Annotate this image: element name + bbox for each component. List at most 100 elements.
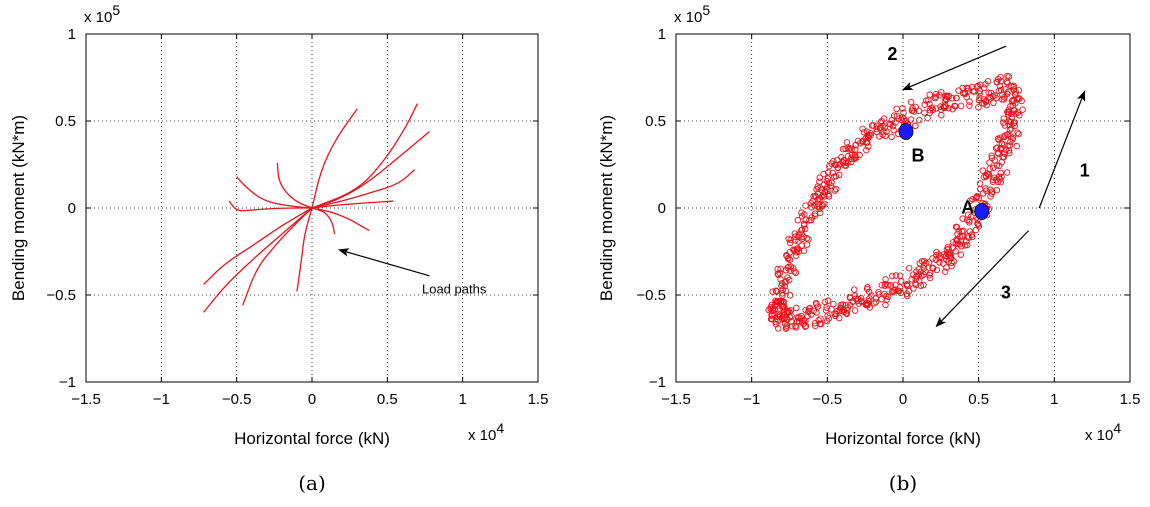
panel-b-scatter-point xyxy=(782,278,790,285)
panel-b-scatter-point xyxy=(798,212,806,220)
panel-b-scatter-point xyxy=(1010,119,1018,127)
panel-b-scatter-point xyxy=(942,252,950,260)
panel-b-scatter-point xyxy=(773,300,780,308)
panel-a-x-axis-label: Horizontal force (kN) xyxy=(234,429,390,448)
panel-b-scatter-point xyxy=(973,83,981,91)
panel-b-scatter-point xyxy=(989,178,997,185)
panel-b-scatter-point xyxy=(824,312,831,319)
panel-b-scatter-point xyxy=(803,241,811,248)
panel-b-scatter-point xyxy=(897,278,905,285)
panel-b-scatter-point xyxy=(820,191,827,198)
panel-b-scatter-point xyxy=(840,308,848,316)
panel-b-scatter-point xyxy=(991,174,998,181)
panel-a-load-path-10 xyxy=(311,169,415,209)
panel-b-scatter-point xyxy=(961,242,969,249)
panel-b-scatter-point xyxy=(832,185,840,193)
panel-b-scatter-point xyxy=(988,190,996,197)
panel-b-scatter-point xyxy=(998,144,1005,152)
panel-b-scatter-point xyxy=(786,256,794,264)
panel-a-plot-area: Load paths xyxy=(203,103,487,313)
panel-b-point-label-b: B xyxy=(912,145,925,165)
panel-b-scatter-point xyxy=(994,135,1002,142)
panel-b-scatter-point xyxy=(879,122,887,130)
panel-b-scatter-point xyxy=(986,165,994,173)
panel-b-scatter-point xyxy=(887,282,895,289)
panel-b-scatter-point xyxy=(932,93,940,101)
panel-b-scatter-point xyxy=(769,307,777,314)
panel-b-scatter-point xyxy=(985,89,992,97)
panel-b-scatter-point xyxy=(875,291,883,298)
panel-b-grid xyxy=(676,34,1130,382)
panel-b-scatter-point xyxy=(993,78,1000,86)
panel-b-scatter-point xyxy=(903,292,911,300)
panel-a-x-tick-label: −1 xyxy=(153,391,170,408)
panel-a-y-multiplier: x 105 xyxy=(84,2,120,26)
panel-b-scatter-point xyxy=(980,96,988,103)
panel-b-scatter-point xyxy=(960,227,967,235)
panel-b-scatter-point xyxy=(911,122,919,130)
panel-a-load-path-12 xyxy=(311,200,394,209)
panel-a-caption: (a) xyxy=(298,471,326,495)
panel-b-scatter-point xyxy=(803,234,810,242)
panel-b-scatter-point xyxy=(773,288,780,295)
panel-b-scatter-point xyxy=(1006,121,1013,129)
panel-b-scatter-point xyxy=(933,266,941,274)
panel-b-scatter-point xyxy=(802,306,809,314)
panel-b-scatter-point xyxy=(883,128,890,135)
panel-b-scatter-point xyxy=(1014,109,1022,116)
panel-b-point-a xyxy=(974,203,990,220)
panel-b-scatter-point xyxy=(787,318,795,325)
panel-b-scatter-point xyxy=(903,281,910,289)
panel-b-scatter-point xyxy=(787,236,794,244)
panel-b-scatter-point xyxy=(997,73,1004,81)
panel-b-scatter-point xyxy=(1011,119,1019,126)
panel-b-scatter-point xyxy=(824,187,831,194)
panel-b-scatter-point xyxy=(990,99,997,107)
panel-b-scatter-point xyxy=(888,133,895,141)
panel-b-scatter-point xyxy=(1014,129,1021,136)
panel-b-x-tick-label: −1 xyxy=(743,391,760,408)
panel-b-scatter-point xyxy=(765,306,772,314)
panel-a-x-tick-label: 1.5 xyxy=(528,391,549,408)
panel-b-scatter-point xyxy=(792,233,799,240)
panel-b-scatter-point xyxy=(816,178,823,185)
panel-b-scatter-point xyxy=(798,209,805,216)
panel-b-scatter-point xyxy=(863,146,870,154)
panel-b-scatter-point xyxy=(975,103,982,111)
panel-b-arrow-3 xyxy=(935,230,1030,328)
panel-b-scatter-point xyxy=(972,226,980,234)
panel-b-scatter-point xyxy=(990,164,997,172)
panel-b-scatter-point xyxy=(825,179,833,187)
panel-b-scatter-point xyxy=(921,101,928,108)
panel-b-y-tick-label: 0.5 xyxy=(645,113,666,130)
panel-b-scatter-point xyxy=(895,115,903,122)
panel-b-scatter-point xyxy=(798,242,805,249)
panel-b-scatter-point xyxy=(839,158,846,166)
panel-b-scatter-point xyxy=(908,276,915,283)
panel-b-y-tick-label: −0.5 xyxy=(636,287,666,304)
panel-b-scatter-point xyxy=(925,259,933,266)
panel-b-scatter-point xyxy=(795,233,802,241)
panel-b-scatter-point xyxy=(816,174,823,181)
panel-b-scatter-point xyxy=(961,89,968,97)
panel-b-scatter-point xyxy=(843,139,851,146)
panel-b-scatter-point xyxy=(791,237,799,244)
panel-b-scatter-point xyxy=(1015,130,1022,138)
panel-b-scatter-point xyxy=(816,209,824,217)
panel-b-scatter-point xyxy=(915,107,923,114)
panel-b-scatter-point xyxy=(883,292,890,300)
panel-b-scatter-point xyxy=(952,223,960,231)
panel-b-scatter-point xyxy=(825,162,833,170)
panel-b-scatter-point xyxy=(820,170,827,178)
panel-b-scatter-point xyxy=(787,307,795,314)
panel-b-plot-area: A B 1 2 3 xyxy=(765,44,1090,332)
panel-b-scatter-point xyxy=(866,295,873,302)
panel-b-scatter-point xyxy=(854,297,861,305)
panel-b-scatter-point xyxy=(968,83,976,91)
panel-a-x-tick-label: −0.5 xyxy=(222,391,252,408)
panel-b-scatter-point xyxy=(1003,169,1011,176)
panel-b-scatter-point xyxy=(935,251,942,258)
panel-b-scatter-point xyxy=(824,169,832,176)
panel-b-scatter-point xyxy=(781,320,789,328)
panel-b-scatter-point xyxy=(778,282,785,290)
